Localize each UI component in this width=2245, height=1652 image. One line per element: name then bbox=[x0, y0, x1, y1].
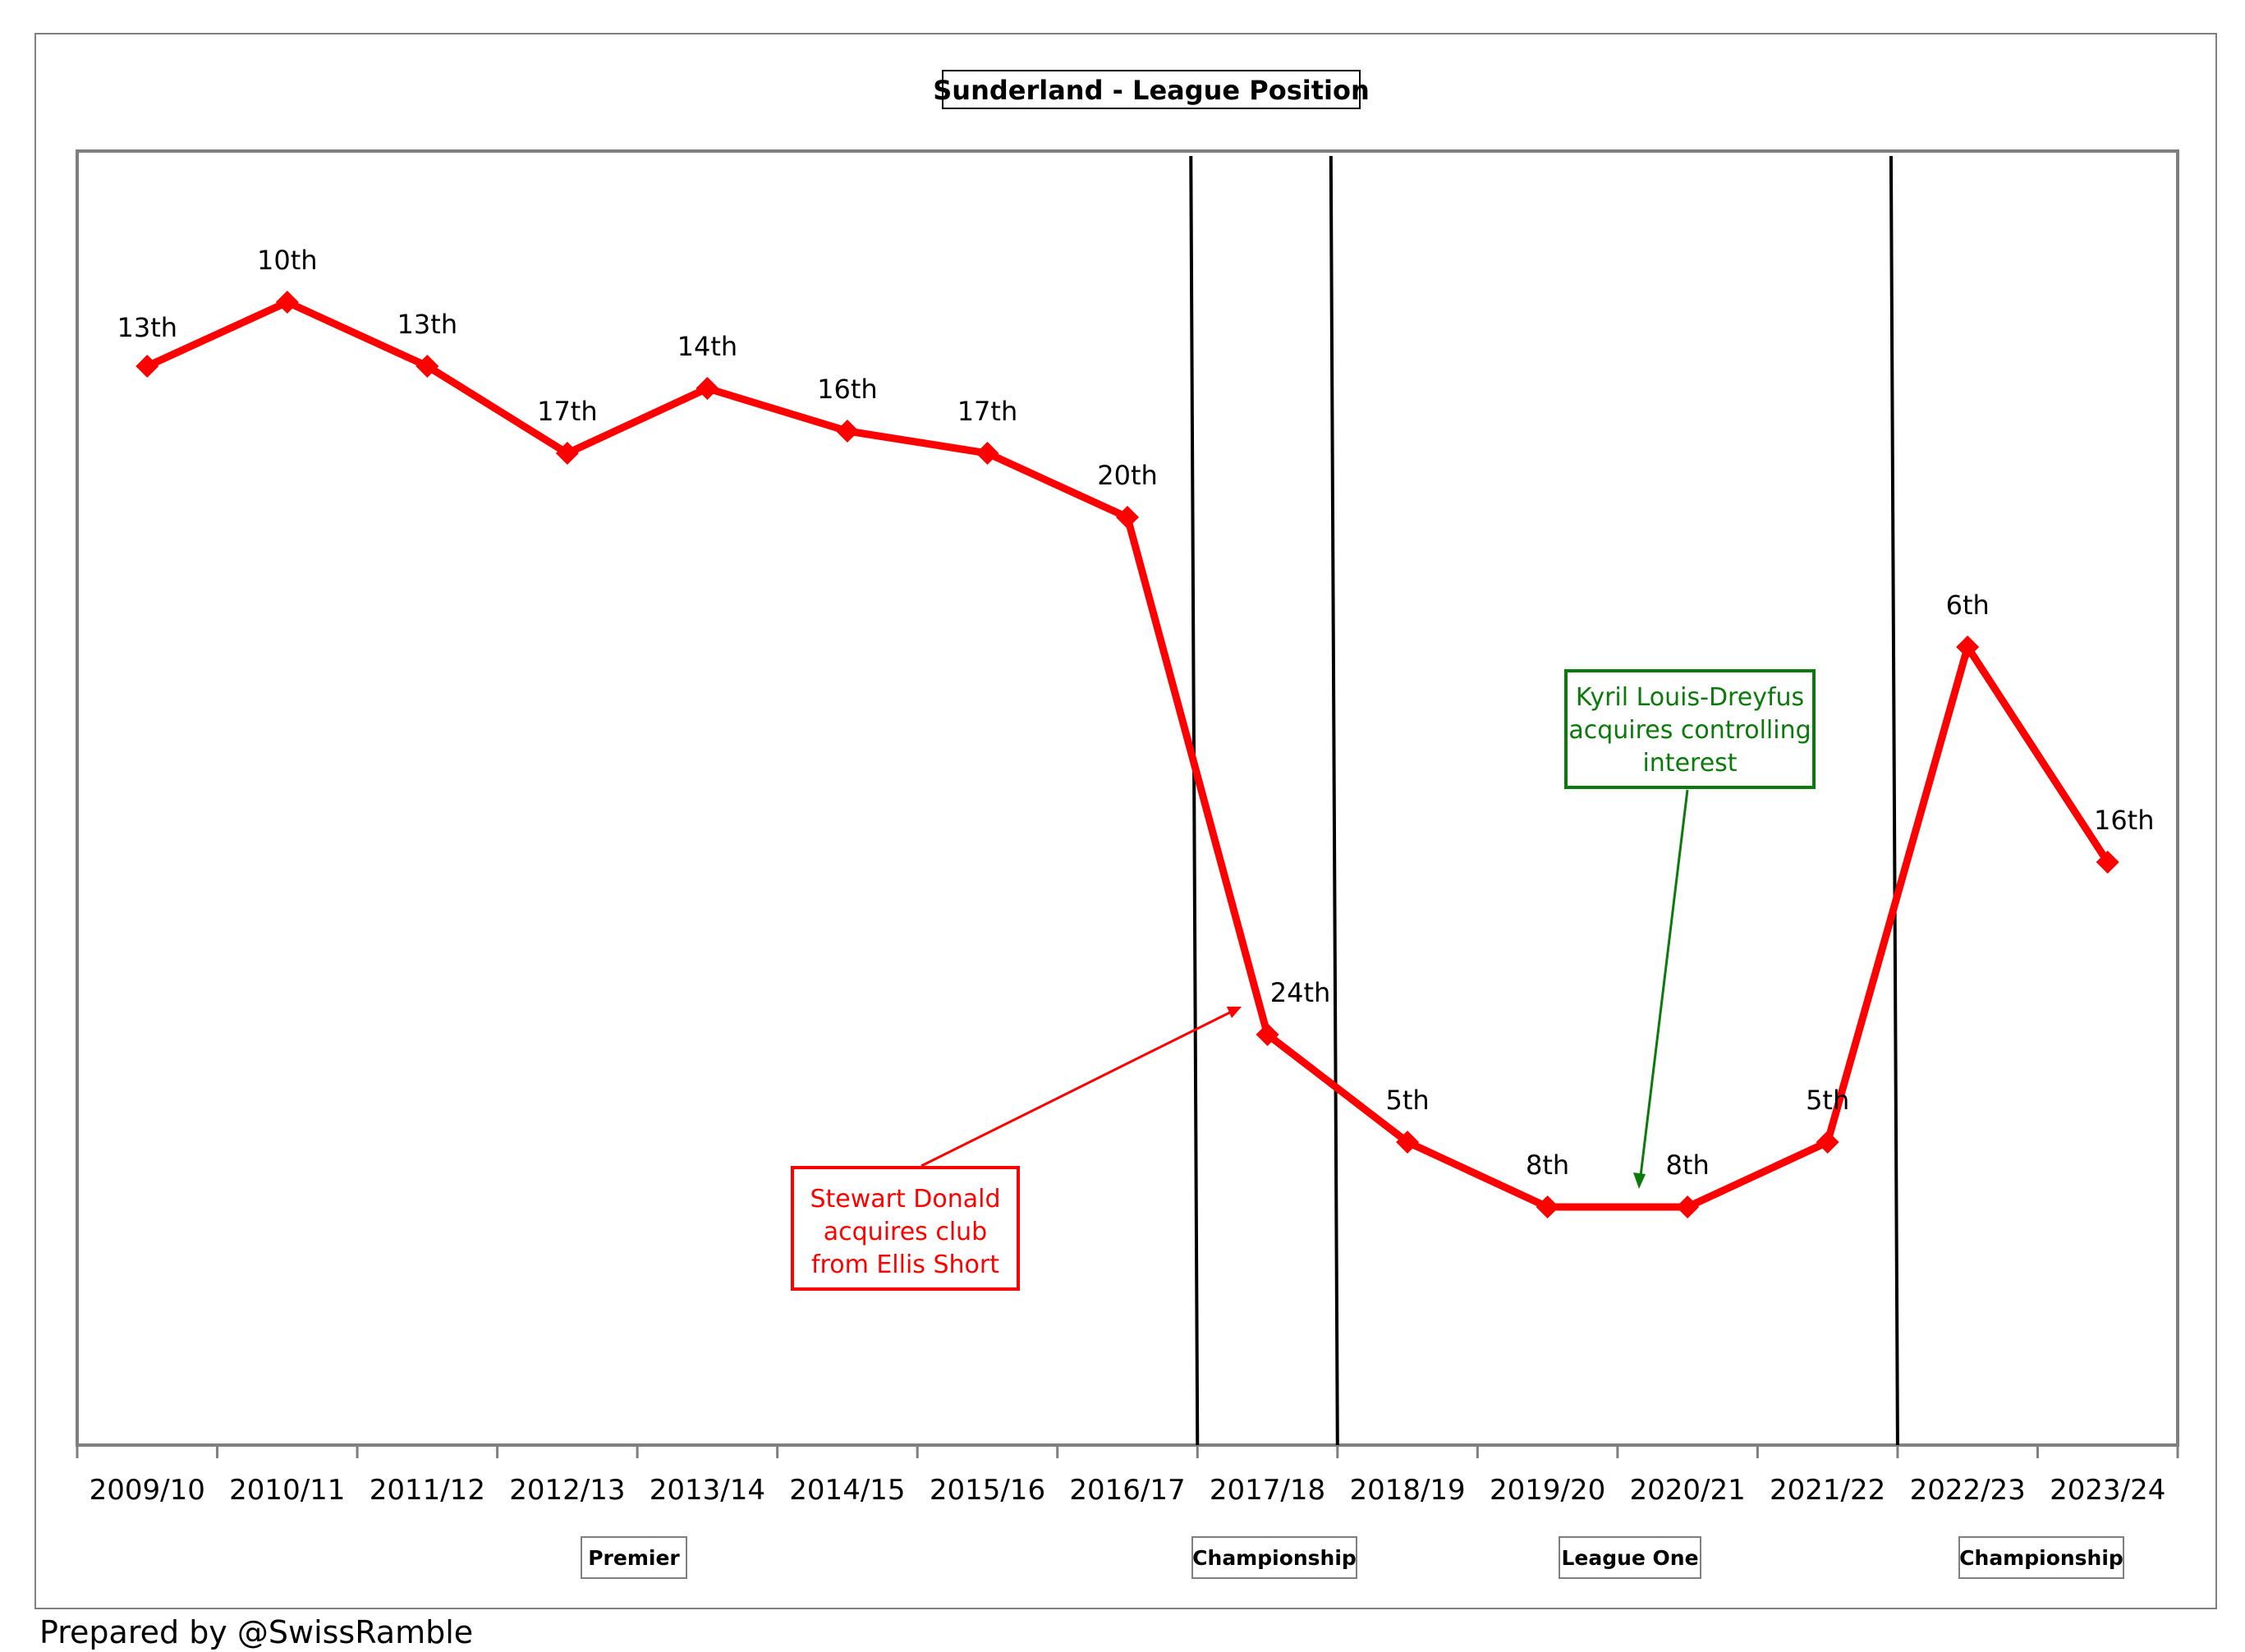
x-tick-label: 2015/16 bbox=[930, 1474, 1045, 1507]
data-label: 14th bbox=[677, 331, 738, 362]
x-tick-label: 2021/22 bbox=[1770, 1474, 1885, 1507]
data-label: 8th bbox=[1526, 1150, 1569, 1181]
x-tick-label: 2017/18 bbox=[1210, 1474, 1325, 1507]
x-tick-label: 2022/23 bbox=[1910, 1474, 2026, 1507]
data-point-marker bbox=[555, 442, 579, 465]
annotation-arrowhead bbox=[1227, 1007, 1242, 1018]
annotation-text: acquires controlling bbox=[1568, 716, 1811, 745]
plot-area bbox=[76, 149, 2179, 1447]
x-tick-label: 2009/10 bbox=[90, 1474, 205, 1507]
annotation-arrow bbox=[1639, 789, 1689, 1177]
data-point-marker bbox=[1676, 1195, 1700, 1218]
division-label: Premier bbox=[588, 1546, 680, 1570]
data-label: 13th bbox=[397, 309, 458, 340]
data-label: 5th bbox=[1385, 1085, 1429, 1116]
division-separator-line bbox=[1329, 155, 1339, 1446]
data-point-marker bbox=[835, 420, 859, 443]
data-point-marker bbox=[415, 355, 439, 378]
annotation-text: Stewart Donald bbox=[810, 1185, 1000, 1214]
data-label: 16th bbox=[2094, 805, 2155, 836]
x-tick-label: 2011/12 bbox=[370, 1474, 485, 1507]
x-tick-label: 2010/11 bbox=[229, 1474, 345, 1507]
division-label: League One bbox=[1561, 1546, 1698, 1570]
x-tick-label: 2019/20 bbox=[1490, 1474, 1605, 1507]
x-tick-label: 2016/17 bbox=[1069, 1474, 1185, 1507]
annotation-box-stewart-donald bbox=[791, 1166, 1020, 1291]
annotation-box-kyril-louis-dreyfus bbox=[1564, 669, 1816, 789]
data-label: 17th bbox=[537, 396, 598, 427]
division-label: Championship bbox=[1192, 1546, 1357, 1570]
annotation-text: from Ellis Short bbox=[811, 1250, 999, 1279]
data-point-marker bbox=[1116, 506, 1139, 529]
data-point-marker bbox=[2096, 851, 2119, 874]
data-label: 20th bbox=[1097, 460, 1158, 491]
division-label-box bbox=[1559, 1536, 1701, 1579]
data-label: 16th bbox=[817, 374, 878, 405]
annotation-arrowhead bbox=[1633, 1172, 1646, 1189]
x-tick-label: 2018/19 bbox=[1349, 1474, 1465, 1507]
data-label: 6th bbox=[1946, 590, 1990, 621]
division-label-box bbox=[1958, 1536, 2124, 1579]
division-label-box bbox=[581, 1536, 687, 1579]
data-point-marker bbox=[1256, 1023, 1279, 1046]
x-tick-label: 2023/24 bbox=[2050, 1474, 2165, 1507]
x-tick-label: 2020/21 bbox=[1630, 1474, 1746, 1507]
footer-credit: Prepared by @SwissRamble bbox=[39, 1614, 474, 1650]
annotation-arrow bbox=[920, 1010, 1233, 1168]
data-point-marker bbox=[1536, 1195, 1559, 1218]
chart-frame bbox=[34, 33, 2217, 1609]
annotation-text: acquires club bbox=[824, 1218, 987, 1246]
x-tick-label: 2013/14 bbox=[650, 1474, 765, 1507]
data-point-marker bbox=[976, 442, 999, 465]
x-tick-label: 2012/13 bbox=[509, 1474, 625, 1507]
annotation-text: Kyril Louis-Dreyfus bbox=[1576, 683, 1804, 712]
x-tick-label: 2014/15 bbox=[789, 1474, 905, 1507]
division-separator-line bbox=[1889, 155, 1899, 1446]
data-label: 8th bbox=[1666, 1150, 1710, 1181]
division-label: Championship bbox=[1959, 1546, 2123, 1570]
chart-title-box bbox=[942, 70, 1361, 109]
division-separator-line bbox=[1189, 155, 1200, 1446]
data-label: 24th bbox=[1270, 977, 1331, 1008]
data-point-marker bbox=[1816, 1131, 1839, 1154]
data-label: 17th bbox=[957, 396, 1018, 427]
annotation-text: interest bbox=[1642, 749, 1737, 778]
data-point-marker bbox=[275, 291, 299, 314]
data-point-marker bbox=[696, 377, 719, 400]
data-point-marker bbox=[1956, 636, 1980, 659]
data-point-marker bbox=[135, 355, 159, 378]
chart-title: Sunderland - League Position bbox=[933, 75, 1370, 106]
data-label: 13th bbox=[117, 312, 177, 343]
data-label: 10th bbox=[257, 245, 318, 276]
data-point-marker bbox=[1396, 1131, 1420, 1154]
division-label-box bbox=[1191, 1536, 1357, 1579]
data-label: 5th bbox=[1806, 1085, 1849, 1116]
